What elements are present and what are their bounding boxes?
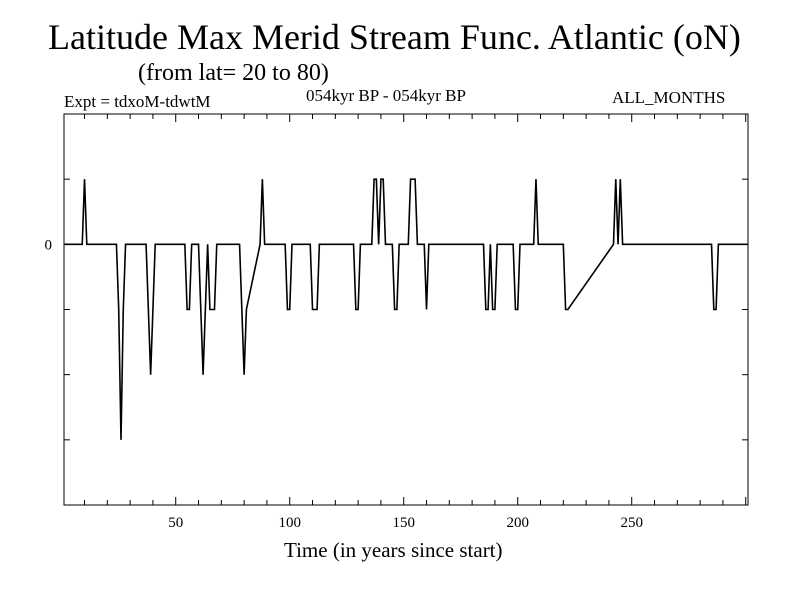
x-tick-label: 100	[278, 515, 301, 531]
plot-frame	[63, 113, 749, 506]
x-tick-label: 50	[168, 515, 183, 531]
y-tick-label: 0	[45, 237, 53, 253]
tick-labels: 50 100 150 200 250 0	[45, 237, 643, 531]
tick-marks	[64, 114, 748, 505]
x-axis-label: Time (in years since start)	[284, 538, 503, 562]
axes	[63, 113, 749, 506]
months-label: ALL_MONTHS	[612, 88, 726, 107]
x-tick-label: 150	[392, 515, 415, 531]
data-series	[64, 178, 748, 440]
x-tick-label: 250	[620, 515, 643, 531]
series-line	[64, 178, 748, 440]
x-tick-label: 200	[506, 515, 529, 531]
period-label: 054kyr BP - 054kyr BP	[306, 86, 466, 105]
chart-subtitle: (from lat= 20 to 80)	[138, 60, 329, 86]
experiment-label: Expt = tdxoM-tdwtM	[64, 92, 211, 111]
chart-title: Latitude Max Merid Stream Func. Atlantic…	[48, 17, 741, 57]
